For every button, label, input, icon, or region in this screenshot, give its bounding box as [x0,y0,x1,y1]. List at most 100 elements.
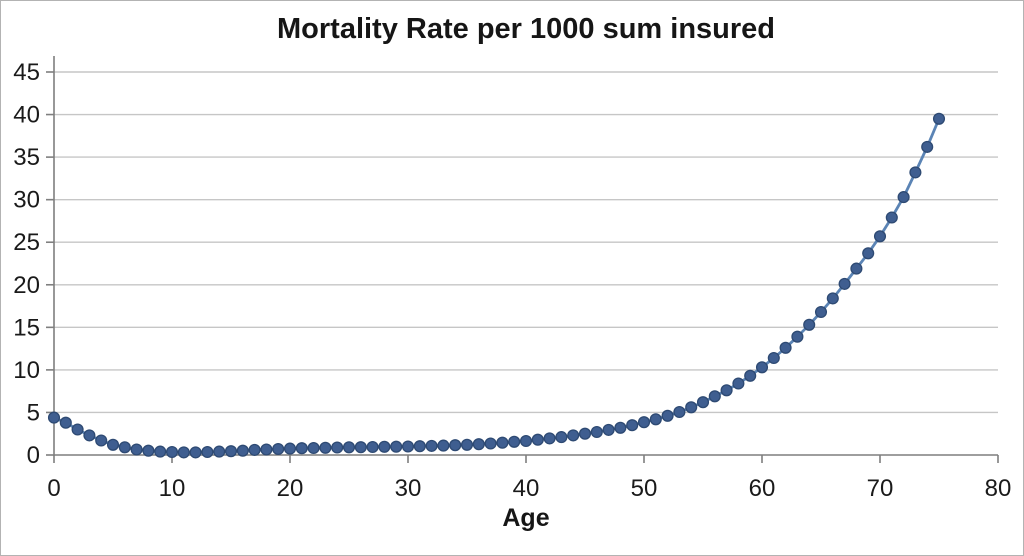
y-tick-label: 0 [27,442,40,469]
data-point [744,369,757,382]
data-point [224,445,238,458]
data-point [720,384,733,397]
data-point [496,436,509,449]
data-point [590,425,603,439]
y-tick-label: 35 [13,144,40,171]
data-point [696,396,710,409]
data-point [401,440,415,453]
x-axis-title: Age [502,504,550,532]
x-tick-label: 0 [47,475,60,502]
x-tick-label: 60 [749,475,776,502]
data-point [449,439,462,452]
data-point [472,438,485,451]
x-tick-label: 70 [867,475,894,502]
data-point [413,440,426,453]
data-point [283,442,297,455]
data-point [885,211,898,224]
data-point [755,361,769,374]
y-tick-label: 25 [13,229,40,256]
data-point [342,441,356,454]
data-point [708,390,721,403]
data-point [95,434,108,447]
data-point [732,377,745,390]
data-point [47,411,61,424]
chart-title: Mortality Rate per 1000 sum insured [277,13,775,45]
data-point [814,305,828,319]
data-point [106,438,120,451]
data-point [272,442,285,456]
data-point [319,441,332,454]
data-point [661,409,674,422]
data-point [519,434,533,448]
data-point [673,405,686,419]
data-point [838,277,851,290]
y-tick-label: 10 [13,357,40,384]
x-tick-label: 30 [395,475,422,502]
data-point [767,351,780,365]
x-tick-label: 10 [159,475,186,502]
data-point [508,435,521,448]
data-point [390,440,403,453]
data-point [425,439,438,452]
data-point [154,445,167,458]
data-point [118,441,131,454]
data-point [909,166,922,179]
y-tick-label: 40 [13,102,40,129]
data-point [331,441,344,454]
data-point [531,433,544,446]
data-point [460,438,474,451]
data-point [189,446,202,459]
data-point [791,330,804,343]
data-point [555,431,568,444]
data-point [177,446,190,459]
data-point [295,442,308,455]
data-point [614,421,627,434]
data-point [873,230,887,243]
y-tick-label: 45 [13,59,40,86]
data-point [354,441,367,454]
data-point [850,262,863,275]
data-point [130,443,143,456]
data-point [484,437,497,450]
data-point [307,441,320,455]
data-point [626,419,639,432]
data-point [567,429,580,442]
data-point [437,439,450,452]
data-point [59,416,72,429]
data-point [260,443,273,456]
data-point [862,247,875,260]
data-point [826,292,839,305]
data-point [201,445,214,459]
x-tick-label: 20 [277,475,304,502]
x-tick-label: 40 [513,475,540,502]
data-point [213,445,226,458]
data-point [366,440,379,454]
data-point [932,112,946,125]
data-point [142,444,155,457]
data-point [578,427,592,440]
data-point [165,445,179,459]
y-tick-label: 20 [13,272,40,299]
data-point [602,423,615,436]
data-point [803,318,816,331]
data-point [779,341,792,354]
y-tick-label: 5 [27,399,40,426]
x-tick-label: 80 [985,475,1012,502]
data-point [83,429,96,442]
data-point [921,140,934,153]
data-point [637,416,651,429]
data-point [897,191,910,204]
data-point [236,444,249,457]
data-point [649,413,662,426]
series-line [53,118,941,454]
data-point [378,440,391,453]
data-point [71,423,84,436]
data-point [543,432,556,445]
x-tick-label: 50 [631,475,658,502]
data-point [248,443,261,456]
y-tick-label: 30 [13,187,40,214]
y-tick-label: 15 [13,314,40,341]
data-point [685,401,698,414]
